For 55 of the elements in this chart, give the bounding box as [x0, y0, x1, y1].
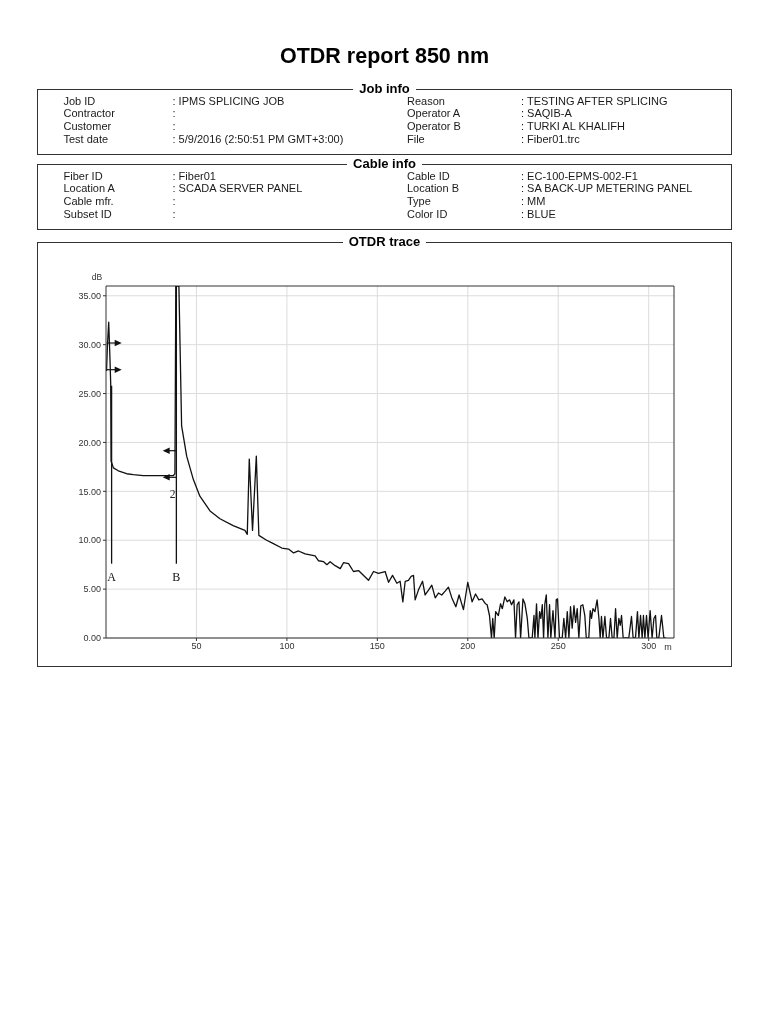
- text: Cable info: [353, 156, 416, 171]
- series-label: B: [172, 569, 181, 584]
- text: : IPMS SPLICING JOB: [172, 94, 285, 107]
- text: Cable ID: [407, 169, 450, 182]
- text: : SA BACK-UP METERING PANEL: [521, 182, 693, 195]
- text: Operator B: [407, 119, 461, 132]
- x-tick-label: 200: [460, 641, 476, 652]
- text: Job info: [359, 81, 410, 96]
- text: Operator A: [407, 107, 461, 120]
- text: :: [172, 207, 176, 220]
- y-axis-title: dB: [91, 272, 103, 282]
- x-tick-label: 100: [279, 641, 295, 652]
- text: : Fiber01.trc: [521, 132, 580, 145]
- text: : Fiber01: [172, 169, 216, 182]
- text: : BLUE: [521, 207, 556, 220]
- x-tick-label: 150: [369, 641, 385, 652]
- y-tick-label: 30.00: [78, 339, 101, 350]
- text: : SCADA SERVER PANEL: [172, 182, 303, 195]
- text: :: [172, 194, 176, 207]
- x-tick-label: 300: [641, 641, 657, 652]
- y-tick-label: 20.00: [78, 437, 101, 448]
- text: OTDR report 850 nm: [279, 44, 490, 68]
- text: : EC-100-EPMS-002-F1: [521, 169, 638, 182]
- text: Fiber ID: [63, 169, 103, 182]
- text: : TESTING AFTER SPLICING: [521, 94, 668, 107]
- text: :: [172, 119, 176, 132]
- text: Customer: [63, 119, 112, 132]
- annotation: 2: [169, 488, 176, 501]
- y-tick-label: 0.00: [83, 633, 101, 644]
- y-tick-label: 25.00: [78, 388, 101, 399]
- y-tick-label: 10.00: [78, 535, 101, 546]
- text: : TURKI AL KHALIFH: [521, 119, 625, 132]
- text: : SAQIB-A: [521, 107, 572, 120]
- x-tick-label: 50: [191, 641, 202, 652]
- x-axis-title: m: [664, 642, 672, 652]
- chart-title: OTDR trace: [348, 234, 421, 249]
- x-tick-label: 250: [550, 641, 566, 652]
- text: Contractor: [63, 107, 115, 120]
- text: Subset ID: [63, 207, 112, 220]
- text: Location A: [63, 182, 115, 195]
- text: Reason: [407, 94, 445, 107]
- text: Location B: [407, 182, 459, 195]
- text: Test date: [63, 132, 109, 145]
- text: :: [172, 107, 176, 120]
- text: Job ID: [63, 94, 96, 107]
- y-tick-label: 5.00: [83, 584, 101, 595]
- text: : MM: [521, 194, 546, 207]
- text: Color ID: [407, 207, 448, 220]
- text: Type: [407, 194, 431, 207]
- y-tick-label: 35.00: [78, 290, 101, 301]
- series-label: A: [107, 569, 117, 584]
- text: Cable mfr.: [63, 194, 114, 207]
- text: File: [407, 132, 425, 145]
- y-tick-label: 15.00: [78, 486, 101, 497]
- text: : 5/9/2016 (2:50:51 PM GMT+3:00): [172, 132, 344, 145]
